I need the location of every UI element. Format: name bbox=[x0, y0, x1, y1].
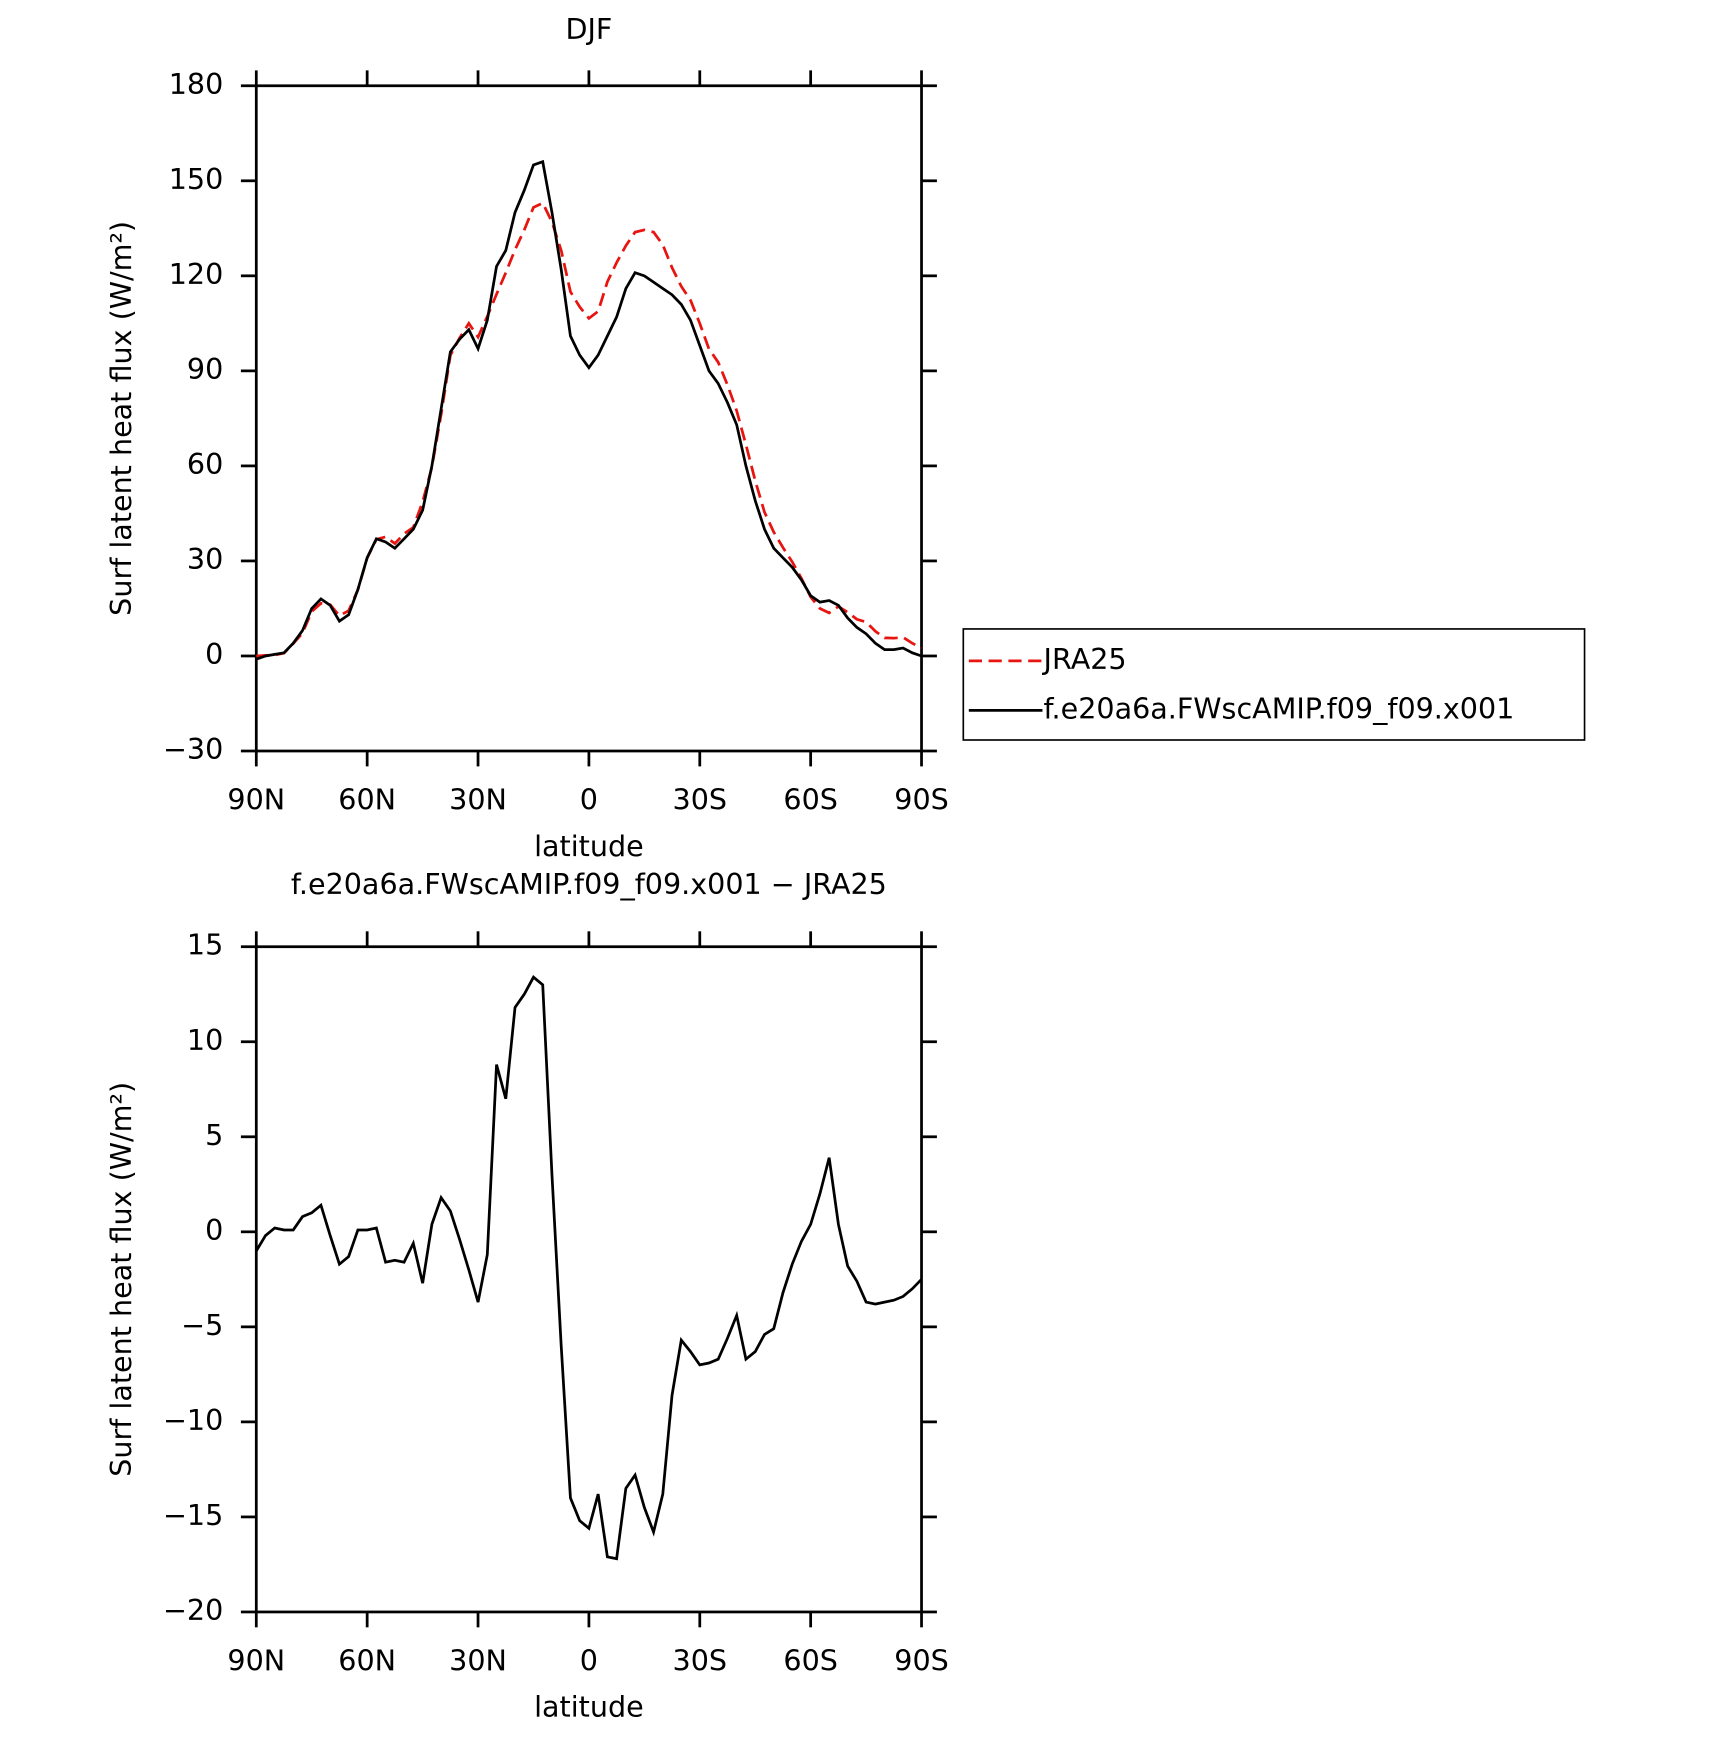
x-tick-label: 90S bbox=[894, 783, 949, 817]
plot-frame bbox=[254, 945, 923, 1614]
y-tick-label: 150 bbox=[169, 162, 224, 196]
x-tick-label: 60S bbox=[783, 783, 838, 817]
x-axis-label: latitude bbox=[534, 1690, 644, 1724]
x-tick-label: 30S bbox=[673, 783, 728, 817]
y-tick-label: −30 bbox=[163, 732, 223, 766]
x-tick-label: 0 bbox=[580, 783, 598, 817]
x-tick-label: 90N bbox=[227, 1644, 285, 1678]
data-line bbox=[256, 201, 923, 658]
y-tick-label: −15 bbox=[163, 1498, 223, 1532]
y-tick-label: 60 bbox=[187, 447, 223, 481]
x-axis-label: latitude bbox=[534, 829, 644, 863]
y-axis-label: Surf latent heat flux (W/m²) bbox=[104, 1082, 138, 1477]
y-tick-label: 5 bbox=[205, 1118, 223, 1152]
y-tick-label: 10 bbox=[187, 1023, 223, 1057]
x-tick-label: 0 bbox=[580, 1644, 598, 1678]
y-tick-label: 180 bbox=[169, 67, 224, 101]
x-tick-label: 60S bbox=[783, 1644, 838, 1678]
x-tick-label: 30S bbox=[673, 1644, 728, 1678]
data-line bbox=[255, 159, 922, 661]
y-tick-label: 15 bbox=[187, 928, 223, 962]
chart-title: f.e20a6a.FWscAMIP.f09_f09.x001 − JRA25 bbox=[291, 867, 887, 901]
data-line bbox=[255, 975, 923, 1561]
legend-box bbox=[962, 628, 1586, 741]
x-tick-label: 60N bbox=[338, 783, 396, 817]
plot-frame bbox=[254, 84, 923, 753]
y-tick-label: 0 bbox=[205, 1213, 223, 1247]
y-tick-label: 90 bbox=[187, 352, 223, 386]
y-tick-label: 30 bbox=[187, 542, 223, 576]
y-axis-label: Surf latent heat flux (W/m²) bbox=[104, 221, 138, 616]
x-tick-label: 30N bbox=[449, 1644, 507, 1678]
x-tick-label: 90S bbox=[894, 1644, 949, 1678]
y-tick-label: 120 bbox=[169, 257, 224, 291]
chart-title: DJF bbox=[565, 12, 612, 46]
y-tick-label: 0 bbox=[205, 637, 223, 671]
x-tick-label: 60N bbox=[338, 1644, 396, 1678]
y-tick-label: −20 bbox=[163, 1593, 223, 1627]
y-tick-label: −5 bbox=[181, 1308, 223, 1342]
y-tick-label: −10 bbox=[163, 1403, 223, 1437]
legend-label: f.e20a6a.FWscAMIP.f09_f09.x001 bbox=[1044, 691, 1515, 725]
x-tick-label: 90N bbox=[227, 783, 285, 817]
x-tick-label: 30N bbox=[449, 783, 507, 817]
legend-label: JRA25 bbox=[1042, 642, 1127, 676]
